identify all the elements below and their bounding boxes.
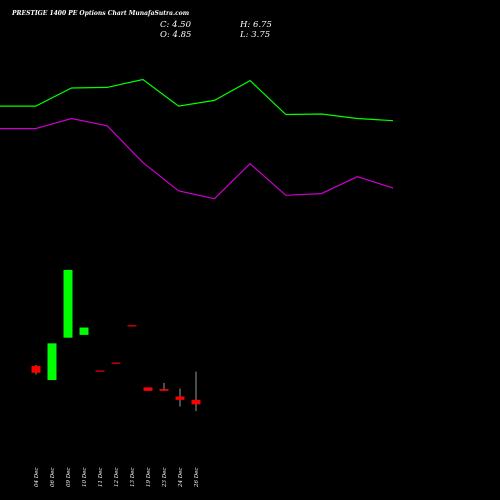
- chart-title: PRESTIGE 1400 PE Options Chart MunafaSut…: [12, 10, 190, 17]
- candle-body: [143, 387, 153, 391]
- x-tick-label: 26 Dec: [194, 468, 200, 489]
- x-tick-label: 04 Dec: [34, 468, 40, 488]
- x-tick-label: 23 Dec: [162, 468, 168, 489]
- candle-body: [159, 389, 169, 391]
- x-tick-label: 24 Dec: [178, 468, 184, 489]
- high-value: H: 6.75: [240, 20, 272, 30]
- x-tick-label: 10 Dec: [82, 468, 88, 488]
- upper-line-series: [0, 78, 394, 122]
- candle-body: [31, 365, 41, 373]
- x-tick-label: 09 Dec: [66, 468, 72, 488]
- x-tick-label: 06 Dec: [50, 468, 56, 488]
- lower-line-series: [0, 117, 394, 200]
- candle-body: [111, 362, 121, 364]
- close-value: C: 4.50: [160, 20, 191, 30]
- candle-body: [127, 325, 137, 327]
- x-tick-label: 19 Dec: [146, 468, 152, 488]
- x-tick-label: 12 Dec: [114, 468, 120, 488]
- candle-body: [63, 269, 73, 338]
- candle-body: [79, 327, 89, 335]
- candle-body: [95, 370, 105, 372]
- x-tick-label: 13 Dec: [130, 468, 136, 488]
- candle-body: [47, 343, 57, 381]
- low-value: L: 3.75: [240, 30, 271, 40]
- candle-body: [191, 399, 201, 405]
- x-tick-label: 11 Dec: [98, 468, 104, 488]
- open-value: O: 4.85: [160, 30, 192, 40]
- candle-body: [175, 396, 185, 400]
